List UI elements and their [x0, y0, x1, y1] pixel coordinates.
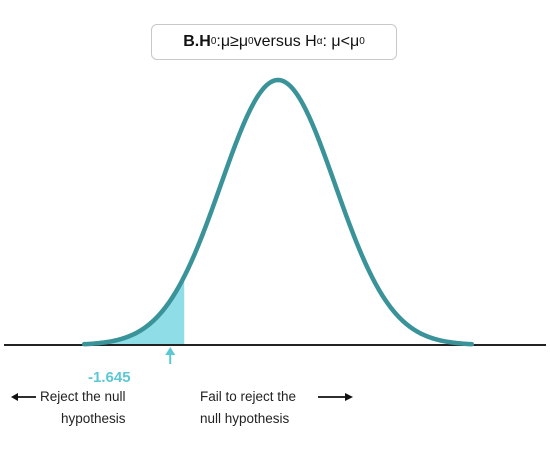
- right-arrow: [318, 393, 353, 401]
- reject-region-label: Reject the null hypothesis: [40, 386, 126, 430]
- fail-region-label: Fail to reject the null hypothesis: [200, 386, 296, 430]
- rejection-region-shade: [84, 276, 185, 345]
- normal-curve: [81, 77, 475, 347]
- fail-line-1: Fail to reject the: [200, 389, 297, 404]
- left-arrow: [11, 393, 36, 401]
- title-middle: versus H: [253, 33, 317, 50]
- reject-line-2: hypothesis: [61, 411, 126, 426]
- title-prefix: B.: [183, 33, 200, 50]
- title-h0-relation: :μ≥μ: [216, 33, 249, 50]
- critical-value-label: -1.645: [88, 369, 131, 386]
- title-h0-letter: H: [199, 33, 211, 50]
- critical-value-arrow: [165, 347, 176, 364]
- fail-line-2: null hypothesis: [200, 411, 290, 426]
- reject-line-1: Reject the null: [40, 389, 126, 404]
- title-ha-relation: : μ<μ: [322, 33, 360, 50]
